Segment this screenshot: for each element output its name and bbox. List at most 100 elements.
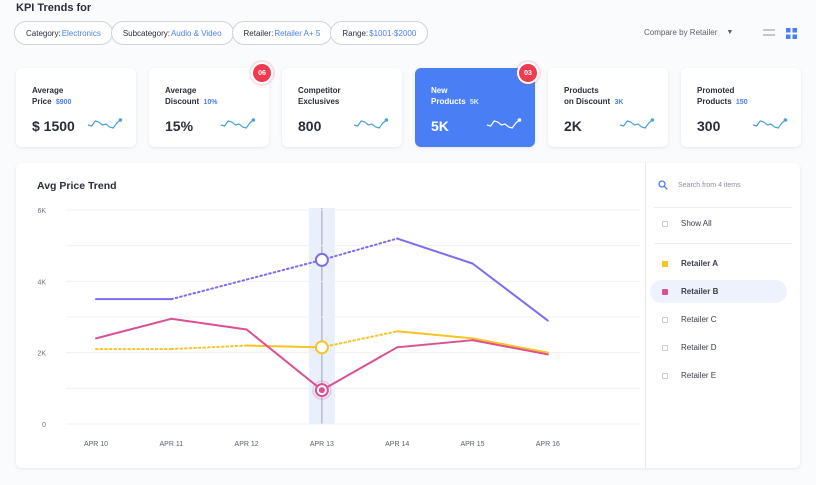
kpi-label-line1: New — [431, 86, 448, 95]
legend-label: Retailer B — [681, 287, 719, 296]
search-box[interactable]: Search from 4 items — [658, 180, 741, 190]
series-segment — [396, 237, 474, 265]
search-input[interactable]: Search from 4 items — [678, 181, 741, 189]
panel-divider — [645, 163, 646, 468]
data-point-marker — [314, 340, 329, 355]
sparkline-icon — [619, 118, 655, 129]
sparkline-dot — [517, 118, 522, 122]
x-tick-label: APR 15 — [460, 441, 484, 448]
x-tick-label: APR 10 — [84, 441, 108, 448]
series-segment — [320, 346, 399, 392]
filter-category[interactable]: Category: Electronics — [14, 21, 113, 45]
kpi-value: 800 — [298, 118, 322, 134]
checkbox[interactable] — [662, 344, 668, 351]
kpi-sub-value: 3K — [614, 99, 624, 106]
kpi-value: $ 1500 — [32, 118, 75, 134]
sparkline-dot — [783, 118, 788, 122]
x-tick-label: APR 14 — [385, 441, 409, 448]
legend-label: Retailer D — [681, 343, 717, 352]
sparkline-dot — [118, 118, 123, 122]
legend-item-retailer-e[interactable]: Retailer E — [650, 364, 787, 387]
kpi-label-line2: Price — [32, 97, 52, 106]
notification-badge: 06 — [251, 62, 273, 84]
checkbox[interactable] — [662, 372, 668, 379]
filter-value: Audio & Video — [170, 28, 222, 38]
sparkline-icon — [87, 118, 123, 129]
checkbox[interactable] — [662, 288, 668, 295]
legend-label: Retailer E — [681, 371, 717, 380]
kpi-card-competitor-exclusives[interactable]: Competitor Exclusives 800 — [282, 68, 402, 147]
chart-title: Avg Price Trend — [37, 180, 117, 192]
kpi-label: Average Price $900 — [32, 85, 71, 108]
sparkline-path — [353, 119, 387, 129]
notification-badge: 03 — [517, 62, 539, 84]
series-segment — [471, 339, 549, 356]
legend-item-show-all[interactable]: Show All — [650, 212, 787, 235]
filter-key: Retailer: — [243, 28, 274, 38]
sparkline-dot — [251, 118, 256, 122]
search-icon — [658, 180, 668, 190]
series-segment — [245, 328, 323, 392]
kpi-sub-value: 5K — [469, 99, 479, 106]
kpi-label-line2: Products — [697, 97, 732, 106]
y-tick-label: 6K — [37, 208, 46, 215]
checkbox[interactable] — [662, 260, 668, 267]
kpi-label-line2: on Discount — [564, 97, 611, 106]
legend-label: Retailer C — [681, 315, 717, 324]
kpi-label-line2: Discount — [165, 97, 200, 106]
sparkline-icon — [353, 118, 389, 129]
sparkline-icon — [486, 118, 522, 129]
kpi-label: Promoted Products 150 — [697, 85, 748, 108]
kpi-label-line2: Products — [431, 97, 466, 106]
legend-label: Retailer A — [681, 259, 719, 268]
list-view-icon[interactable] — [763, 28, 775, 38]
kpi-card-promoted-products[interactable]: Promoted Products 150 300 — [681, 68, 801, 147]
sparkline-path — [752, 119, 786, 129]
checkbox[interactable] — [662, 316, 668, 323]
x-tick-label: APR 16 — [536, 441, 560, 448]
filter-value: Retailer A+ 5 — [274, 28, 321, 38]
compare-dropdown[interactable]: Compare by Retailer ▼ — [644, 28, 733, 37]
kpi-card-products-on-discount[interactable]: Products on Discount 3K 2K — [548, 68, 668, 147]
kpi-value: 5K — [431, 118, 449, 134]
checkbox[interactable] — [662, 220, 668, 227]
data-point-marker — [314, 252, 329, 267]
kpi-label: Products on Discount 3K — [564, 85, 623, 108]
kpi-card-average-discount[interactable]: Average Discount 10% 15% 06 — [149, 62, 273, 147]
series-segment — [170, 344, 248, 351]
filter-retailer[interactable]: Retailer: Retailer A+ 5 — [231, 21, 333, 45]
legend-item-retailer-a[interactable]: Retailer A — [650, 252, 787, 275]
kpi-label: New Products 5K — [431, 85, 479, 108]
filter-range[interactable]: Range: $1001-$2000 — [330, 21, 429, 45]
filter-subcategory[interactable]: Subcategory: Audio & Video — [110, 21, 234, 45]
kpi-card-average-price[interactable]: Average Price $900 $ 1500 — [16, 68, 136, 147]
kpi-sub-value: 10% — [203, 99, 218, 106]
x-tick-label: APR 13 — [310, 441, 334, 448]
line-chart[interactable]: 0 2K 4K 6K APR 10 APR 11 APR 12 APR 13 APR 14 APR… — [16, 163, 645, 468]
legend-item-retailer-b[interactable]: Retailer B — [650, 280, 787, 303]
grid-view-icon[interactable] — [786, 28, 797, 39]
kpi-label-line1: Average — [32, 86, 64, 95]
x-tick-label: APR 12 — [235, 441, 259, 448]
kpi-value: 15% — [165, 118, 194, 134]
chart-panel: Avg Price Trend 0 2K 4K 6K APR 10 APR 11 APR 1… — [16, 163, 800, 468]
series-segment — [396, 339, 474, 349]
divider — [654, 243, 792, 244]
kpi-label: Average Discount 10% — [165, 85, 217, 108]
series-segment — [170, 317, 248, 331]
series-segment — [471, 262, 549, 322]
filter-value: $1001-$2000 — [369, 28, 417, 38]
sparkline-path — [486, 119, 520, 129]
x-tick-label: APR 11 — [159, 441, 183, 448]
kpi-label-line2: Exclusives — [298, 97, 340, 106]
legend-item-retailer-d[interactable]: Retailer D — [650, 336, 787, 359]
series-segment — [245, 344, 323, 349]
divider — [654, 207, 792, 208]
filter-key: Subcategory: — [122, 28, 170, 38]
series-segment — [396, 330, 474, 340]
kpi-card-new-products[interactable]: New Products 5K 5K 03 — [415, 62, 539, 147]
legend-item-retailer-c[interactable]: Retailer C — [650, 308, 787, 331]
y-tick-label: 2K — [37, 351, 46, 358]
chevron-down-icon: ▼ — [726, 29, 734, 36]
series-segment — [471, 337, 549, 354]
